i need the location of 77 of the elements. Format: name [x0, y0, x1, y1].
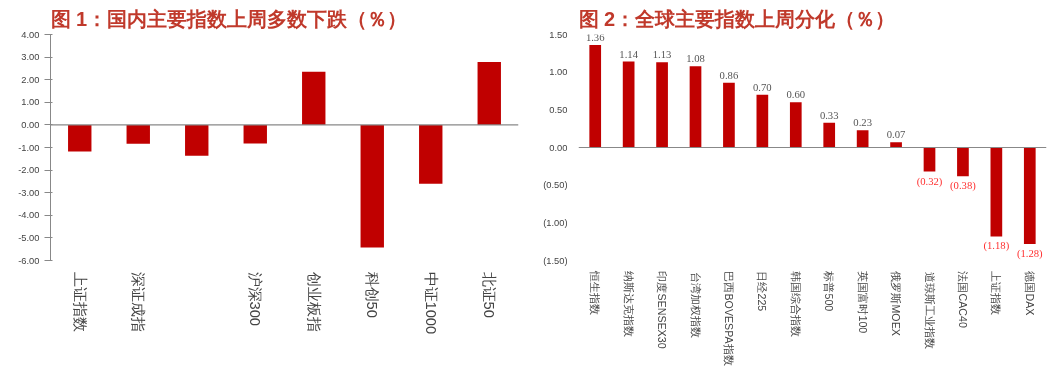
data-label: 0.07 — [886, 129, 907, 141]
y-tick-label: -2.00 — [18, 165, 40, 176]
x-tick-label: 深证成指 — [130, 271, 147, 332]
x-tick-label: 韩国综合指数 — [789, 271, 802, 338]
bar — [419, 124, 443, 184]
y-tick-label: 4.00 — [21, 29, 40, 40]
data-label: 1.14 — [619, 48, 639, 60]
y-tick-label: (0.50) — [543, 180, 568, 191]
bar — [656, 62, 668, 148]
bar — [126, 124, 150, 144]
chart-title: 图 2：全球主要指数上周分化（％） — [578, 7, 896, 30]
data-label: 1.13 — [652, 49, 672, 61]
bar — [923, 147, 936, 172]
bar — [622, 61, 635, 148]
data-label: 0.70 — [753, 81, 772, 93]
data-label: 1.08 — [686, 53, 705, 65]
y-tick-label: 3.00 — [21, 52, 40, 63]
y-tick-label: -6.00 — [18, 255, 40, 266]
y-tick-label: 1.00 — [21, 97, 40, 108]
y-tick-label: 0.50 — [549, 104, 568, 115]
bar — [243, 124, 267, 144]
x-tick-label: 法国CAC40 — [956, 271, 969, 328]
data-label: 0.60 — [786, 89, 806, 101]
y-tick-label: 0.00 — [21, 119, 40, 130]
y-tick-label: (1.50) — [543, 255, 568, 266]
y-tick-label: -1.00 — [18, 142, 40, 153]
y-tick-label: 1.50 — [549, 29, 568, 40]
x-tick-label: 台湾加权指数 — [689, 271, 702, 338]
x-tick-label: 沪深300 — [247, 271, 264, 326]
y-tick-label: -4.00 — [18, 210, 40, 221]
bar — [689, 66, 702, 148]
bar — [68, 124, 92, 152]
x-tick-label: 巴西BOVESPA指数 — [722, 271, 735, 366]
bar — [360, 124, 384, 248]
x-tick-label: 印度SENSEX30 — [656, 271, 669, 349]
x-tick-label: 创业板指 — [305, 271, 322, 332]
x-tick-label: 上证指数 — [71, 271, 88, 332]
y-tick-label: 1.00 — [549, 67, 568, 78]
bar — [477, 62, 501, 125]
data-label: 0.33 — [819, 109, 839, 121]
x-tick-label: 中证1000 — [422, 271, 439, 335]
bar — [589, 45, 602, 148]
bar — [856, 130, 869, 148]
y-tick-label: -5.00 — [18, 232, 40, 243]
x-tick-label: 恒生指数 — [589, 270, 602, 316]
bar — [1023, 147, 1036, 244]
x-tick-label: 德国DAX — [1023, 271, 1036, 316]
data-label: 0.86 — [719, 69, 739, 81]
bar — [789, 102, 802, 148]
bar — [890, 142, 902, 148]
x-tick-label: 北证50 — [481, 271, 498, 318]
data-label: (0.38) — [950, 180, 977, 193]
y-tick-label: -3.00 — [18, 187, 40, 198]
x-tick-label: 上证指数 — [990, 271, 1003, 316]
x-tick-label: 纳斯达克指数 — [622, 271, 635, 338]
data-label: (1.28) — [1016, 247, 1044, 260]
x-tick-label: 科创50 — [364, 271, 381, 318]
y-tick-label: 0.00 — [549, 142, 568, 153]
y-tick-label: (1.00) — [543, 217, 568, 228]
data-label: (0.32) — [916, 175, 943, 188]
bar — [723, 82, 735, 148]
bar — [756, 94, 769, 148]
y-tick-label: 2.00 — [21, 74, 40, 85]
bar — [957, 147, 969, 177]
x-tick-label: 标普500 — [823, 270, 836, 312]
x-tick-label: 英国富时100 — [856, 271, 869, 334]
chart-title: 图 1：国内主要指数上周多数下跌（％） — [50, 7, 408, 30]
data-label: 1.36 — [585, 32, 606, 44]
bar — [823, 122, 836, 148]
x-tick-label: 道琼斯工业指数 — [923, 271, 936, 349]
bar — [990, 147, 1003, 237]
x-tick-label: 俄罗斯MOEX — [890, 271, 903, 336]
bar — [185, 124, 209, 156]
data-label: (1.18) — [983, 240, 1010, 253]
bar — [302, 71, 326, 125]
data-label: 0.23 — [853, 117, 872, 129]
x-tick-label: 日经225 — [756, 271, 769, 312]
